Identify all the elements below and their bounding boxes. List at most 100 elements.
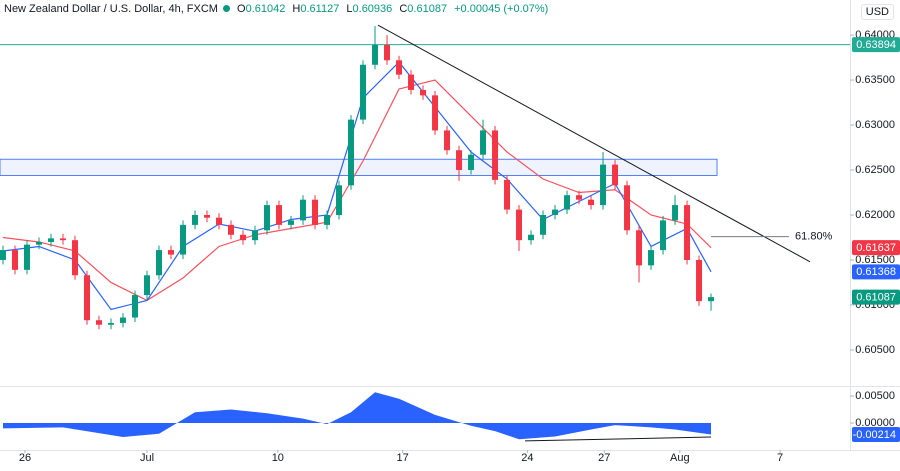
candle-body — [696, 259, 703, 302]
candle-body — [156, 250, 163, 276]
candle-body — [84, 275, 91, 321]
x-tick-label: 24 — [521, 452, 533, 464]
candle-body — [216, 217, 223, 225]
candle-body — [180, 224, 187, 255]
oscillator-area — [3, 392, 712, 440]
x-tick-label: 7 — [777, 452, 783, 464]
price-tag-label: -0.00214 — [853, 429, 896, 441]
candle-body — [204, 214, 211, 218]
x-tick-label: Jul — [140, 452, 154, 464]
osc-trendline — [525, 436, 712, 442]
price-tag-label: 0.61087 — [856, 292, 896, 304]
close-value: 0.61087 — [407, 3, 448, 15]
candle-body — [240, 234, 247, 241]
candle-body — [372, 44, 379, 65]
price-tag-label: 0.61637 — [856, 242, 896, 254]
candle-body — [480, 130, 487, 155]
osc-y-tick-label: 0.00000 — [855, 417, 895, 429]
status-dot — [222, 5, 230, 12]
candle-body — [360, 64, 367, 120]
candle-body — [96, 320, 103, 325]
candle-body — [144, 275, 151, 296]
price-tag — [852, 240, 900, 256]
candle-body — [456, 150, 463, 171]
candle-body — [396, 60, 403, 75]
open-value: 0.61042 — [245, 3, 286, 15]
price-tag — [852, 37, 900, 53]
candle-body — [528, 234, 535, 241]
candle-body — [336, 185, 343, 215]
candle-body — [288, 220, 295, 225]
candle-body — [228, 224, 235, 235]
y-tick-label: 0.63500 — [855, 74, 895, 86]
candle-body — [672, 205, 679, 221]
candle-body — [576, 195, 583, 200]
x-tick-label: 17 — [396, 452, 408, 464]
candle-body — [432, 95, 439, 131]
zone — [0, 158, 718, 176]
candle-body — [24, 244, 31, 270]
header: New Zealand Dollar / U.S. Dollar, 4h, FX… — [4, 3, 552, 15]
candle-body — [504, 179, 511, 210]
fib-label: 61.80% — [795, 230, 833, 242]
y-tick-label: 0.61500 — [855, 254, 895, 266]
candle-body — [168, 250, 175, 255]
candle-body — [600, 164, 607, 206]
y-tick-label: 0.60500 — [855, 344, 895, 356]
candle-body — [708, 297, 715, 302]
candle-body — [48, 238, 55, 242]
candle-body — [0, 250, 7, 260]
y-tick-label: 0.62500 — [855, 164, 895, 176]
high-key: H — [292, 3, 301, 15]
candle-body — [252, 230, 259, 241]
candle-body — [60, 238, 67, 241]
candle-body — [72, 240, 79, 276]
x-tick-label: Aug — [670, 452, 690, 464]
candle-body — [612, 164, 619, 186]
candle-body — [108, 322, 115, 325]
x-tick-label: 10 — [272, 452, 284, 464]
candle-body — [264, 205, 271, 231]
currency-button[interactable]: USD — [860, 4, 894, 20]
low-key: L — [346, 3, 353, 15]
close-key: C — [399, 3, 408, 15]
x-tick-label: 26 — [19, 452, 31, 464]
candle-body — [420, 89, 427, 96]
candle-body — [444, 130, 451, 151]
candle-body — [324, 214, 331, 225]
candle-body — [348, 119, 355, 186]
candle-body — [300, 199, 307, 221]
candle-body — [312, 199, 319, 225]
x-tick-label: 27 — [598, 452, 610, 464]
trendline — [377, 24, 811, 263]
price-tag-label: 0.63894 — [856, 39, 896, 51]
candle-body — [468, 154, 475, 171]
candle-body — [660, 220, 667, 251]
osc-y-tick-label: 0.00500 — [855, 390, 895, 402]
candle-body — [624, 185, 631, 231]
candle-body — [540, 214, 547, 235]
price-tag-label: 0.61368 — [856, 266, 896, 278]
candle-body — [564, 195, 571, 210]
candle-body — [636, 230, 643, 266]
price-tag — [852, 264, 900, 280]
price-tag — [852, 289, 900, 305]
candle-body — [120, 317, 127, 323]
candle-body — [36, 241, 43, 245]
candle-body — [552, 209, 559, 215]
y-tick-label: 0.62000 — [855, 209, 895, 221]
price-tag — [852, 427, 900, 443]
candle-body — [516, 209, 523, 241]
candle-body — [384, 44, 391, 61]
candle-body — [684, 205, 691, 260]
candle-body — [132, 295, 139, 318]
candle-body — [648, 250, 655, 266]
high-value: 0.61127 — [300, 3, 340, 15]
open-key: O — [237, 3, 246, 15]
candle-body — [408, 74, 415, 90]
candle-body — [12, 250, 19, 270]
candle-body — [492, 130, 499, 180]
